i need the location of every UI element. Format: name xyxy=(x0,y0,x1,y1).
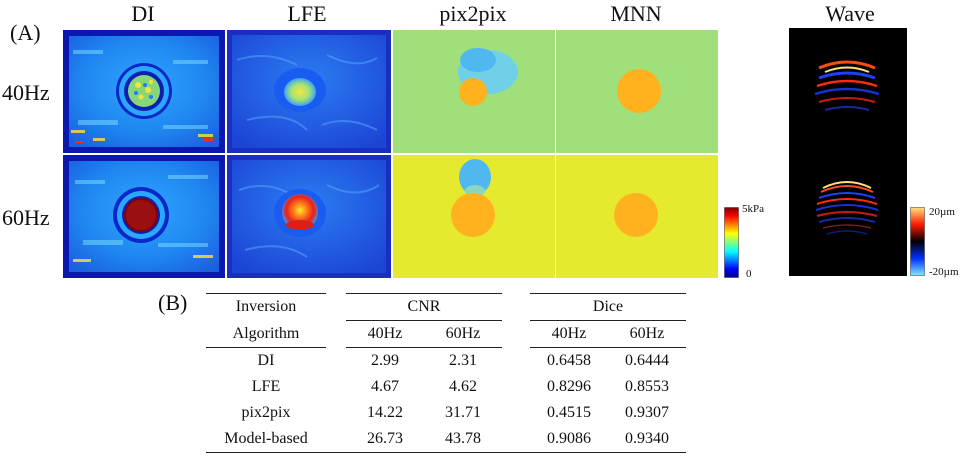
table-header-row-2: Algorithm 40Hz 60Hz 40Hz 60Hz xyxy=(206,320,686,348)
image-lfe-40hz xyxy=(227,30,391,153)
wave-60hz xyxy=(815,181,879,235)
dice-40hz: 0.9086 xyxy=(530,426,608,453)
header-algorithm: Algorithm xyxy=(206,320,326,348)
cnr-60hz: 31.71 xyxy=(445,404,481,421)
cnr-40hz: 14.22 xyxy=(367,404,403,421)
table-row: LFE 4.67 4.62 0.8296 0.8553 xyxy=(206,374,686,400)
algorithm-name: LFE xyxy=(251,378,281,395)
image-mnn-60hz xyxy=(556,155,718,278)
col-title-di: DI xyxy=(131,1,155,26)
header-dice-40hz: 40Hz xyxy=(530,320,608,348)
algorithm-name: Model-based xyxy=(206,426,326,453)
cnr-40hz: 26.73 xyxy=(346,426,424,453)
header-cnr-60hz: 60Hz xyxy=(424,320,502,348)
stiffness-colorbar-max: 5kPa xyxy=(742,203,764,215)
header-inversion: Inversion xyxy=(206,293,326,321)
table-header-row-1: Inversion CNR Dice xyxy=(206,293,686,321)
algorithm-name: pix2pix xyxy=(241,404,291,421)
table-row: Model-based 26.73 43.78 0.9086 0.9340 xyxy=(206,426,686,453)
col-title-lfe: LFE xyxy=(287,1,327,26)
wave-colorbar xyxy=(910,207,925,276)
panel-b-label: (B) xyxy=(158,290,188,315)
image-wave xyxy=(789,28,907,276)
table-row: DI 2.99 2.31 0.6458 0.6444 xyxy=(206,348,686,375)
image-pix2pix-60hz xyxy=(393,155,555,278)
cnr-60hz: 2.31 xyxy=(449,352,477,369)
row-label-40hz: 40Hz xyxy=(2,80,50,105)
image-mnn-40hz xyxy=(556,30,718,153)
results-table: Inversion CNR Dice Algorithm 40Hz 60Hz 4… xyxy=(206,293,686,453)
cnr-60hz: 43.78 xyxy=(424,426,502,453)
image-lfe-60hz xyxy=(227,155,391,278)
wave-40hz xyxy=(814,60,880,111)
stiffness-colorbar xyxy=(724,207,739,278)
wave-colorbar-max: 20µm xyxy=(929,206,955,218)
col-title-pix2pix: pix2pix xyxy=(439,1,507,26)
cnr-60hz: 4.62 xyxy=(449,378,477,395)
dice-40hz: 0.8296 xyxy=(547,378,591,395)
header-cnr-40hz: 40Hz xyxy=(346,320,424,348)
header-cnr: CNR xyxy=(346,293,502,321)
image-pix2pix-40hz xyxy=(393,30,555,153)
algorithm-name: DI xyxy=(257,352,275,369)
image-di-60hz xyxy=(63,155,225,278)
wave-colorbar-min: -20µm xyxy=(929,266,959,278)
dice-60hz: 0.8553 xyxy=(625,378,669,395)
dice-60hz: 0.9307 xyxy=(625,404,669,421)
panel-a-label: (A) xyxy=(10,20,41,45)
cnr-40hz: 2.99 xyxy=(371,352,399,369)
stiffness-colorbar-min: 0 xyxy=(746,268,752,280)
dice-40hz: 0.6458 xyxy=(547,352,591,369)
dice-60hz: 0.6444 xyxy=(625,352,669,369)
image-di-40hz xyxy=(63,30,225,153)
dice-40hz: 0.4515 xyxy=(547,404,591,421)
table-row: pix2pix 14.22 31.71 0.4515 0.9307 xyxy=(206,400,686,426)
col-title-mnn: MNN xyxy=(610,1,662,26)
col-title-wave: Wave xyxy=(825,1,875,26)
header-dice-60hz: 60Hz xyxy=(608,320,686,348)
header-dice: Dice xyxy=(530,293,686,321)
cnr-40hz: 4.67 xyxy=(371,378,399,395)
dice-60hz: 0.9340 xyxy=(608,426,686,453)
row-label-60hz: 60Hz xyxy=(2,205,50,230)
